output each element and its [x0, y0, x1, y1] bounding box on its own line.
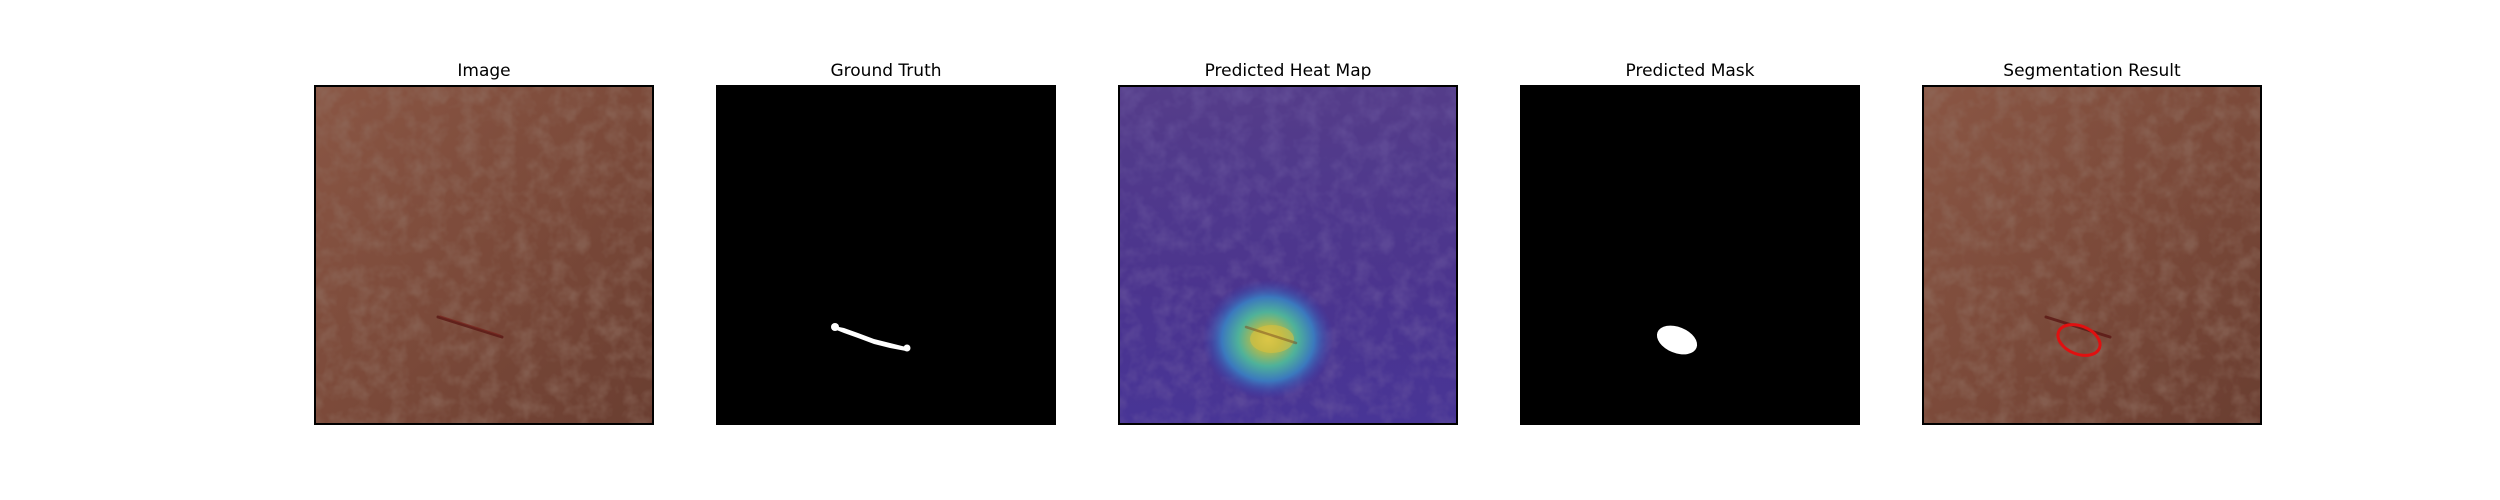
heatmap-image	[1118, 85, 1458, 425]
panel-title-ground-truth: Ground Truth	[830, 61, 942, 81]
panel-title-predicted-heat-map: Predicted Heat Map	[1204, 61, 1372, 81]
segmentation-overlay-image	[1922, 85, 2262, 425]
panel-title-image: Image	[457, 61, 511, 81]
leather-texture-image	[314, 85, 654, 425]
predicted-mask-image	[1520, 85, 1860, 425]
ground-truth-mask-image	[716, 85, 1056, 425]
panel-title-segmentation-result: Segmentation Result	[2003, 61, 2181, 81]
panel-title-predicted-mask: Predicted Mask	[1625, 61, 1755, 81]
